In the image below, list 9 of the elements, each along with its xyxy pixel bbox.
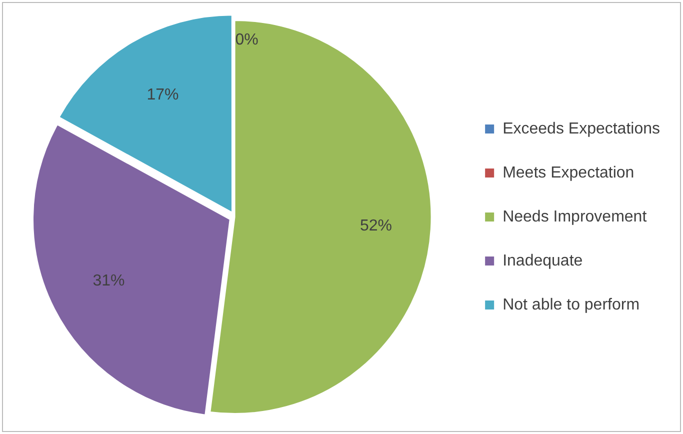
data-label: 52% <box>360 217 392 234</box>
legend-label: Exceeds Expectations <box>502 120 660 138</box>
legend-label: Meets Expectation <box>502 164 634 182</box>
data-label: 31% <box>92 272 125 290</box>
legend-label: Inadequate <box>502 252 583 270</box>
legend-label: Needs Improvement <box>502 208 648 226</box>
text: 0% <box>235 32 258 49</box>
data-label: 17% <box>146 86 179 104</box>
legend-label: Not able to perform <box>502 296 640 314</box>
